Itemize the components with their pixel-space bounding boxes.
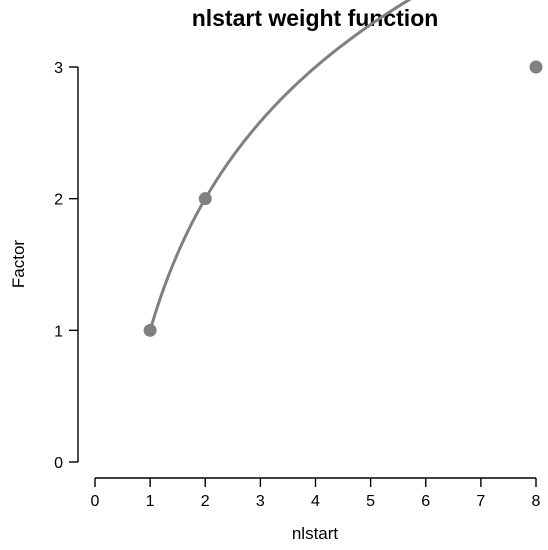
y-tick-label: 1 bbox=[54, 323, 63, 340]
series-layer bbox=[143, 0, 543, 337]
x-tick-label: 2 bbox=[201, 493, 210, 510]
x-tick-label: 0 bbox=[91, 493, 100, 510]
x-tick-label: 1 bbox=[146, 493, 155, 510]
y-axis-label: Factor bbox=[9, 240, 28, 289]
data-point bbox=[529, 60, 543, 74]
y-tick-label: 0 bbox=[54, 455, 63, 472]
x-tick-label: 8 bbox=[532, 493, 541, 510]
series-curve bbox=[148, 0, 412, 331]
y-axis: 0 1 2 3 bbox=[54, 60, 79, 472]
data-point bbox=[143, 323, 157, 337]
x-tick-label: 3 bbox=[256, 493, 265, 510]
y-tick-label: 3 bbox=[54, 60, 63, 77]
x-tick-label: 5 bbox=[366, 493, 375, 510]
chart-title: nlstart weight function bbox=[192, 5, 439, 31]
x-tick-label: 6 bbox=[421, 493, 430, 510]
x-axis-label: nlstart bbox=[292, 524, 339, 543]
x-tick-label: 7 bbox=[476, 493, 485, 510]
y-tick-label: 2 bbox=[54, 192, 63, 209]
x-axis: 0 1 2 3 4 5 6 7 8 bbox=[91, 477, 541, 510]
x-tick-label: 4 bbox=[311, 493, 320, 510]
data-point bbox=[198, 192, 212, 206]
